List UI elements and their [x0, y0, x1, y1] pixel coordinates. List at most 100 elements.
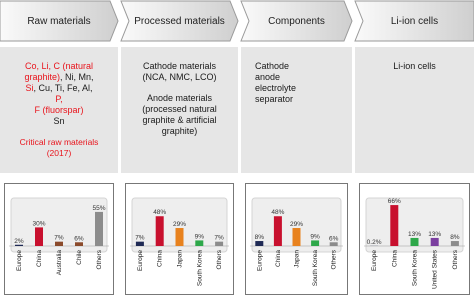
bar [273, 216, 282, 246]
text-segment: (2017) [46, 148, 72, 158]
bar [195, 240, 204, 246]
text-line: electrolyte [255, 83, 352, 94]
text-segment: Anode materials [146, 93, 213, 103]
text-line: F (fluorspar) [0, 105, 118, 116]
bar [155, 216, 164, 246]
bar [215, 241, 224, 246]
category-label: Europe [16, 250, 23, 271]
category-label: Others [96, 249, 103, 269]
value-label: 6% [74, 235, 84, 242]
value-label: 13% [428, 231, 441, 238]
text-block: Anode materials (processed natural graphit… [121, 93, 238, 137]
text-line: anode [255, 72, 352, 83]
value-label: 2% [14, 238, 24, 245]
bar [175, 228, 184, 246]
text-segment: (processed natural [142, 104, 217, 114]
bar [329, 242, 338, 246]
bar [15, 244, 23, 246]
category-label: Others [331, 249, 338, 269]
text-segment: anode [255, 72, 281, 82]
text-line: (processed natural [121, 104, 238, 115]
text-segment: Cathode [255, 61, 290, 71]
text-line: (2017) [0, 148, 118, 159]
value-label: 9% [195, 233, 205, 240]
category-label: South Korea [412, 250, 419, 287]
text-segment: , Ni, Mn, [60, 72, 94, 82]
text-line: Critical raw materials [0, 137, 118, 148]
category-label: Europe [256, 250, 263, 271]
text-line: Cathode [255, 61, 352, 72]
battery-backdrop [365, 197, 464, 253]
category-label: United States [432, 249, 439, 289]
text-panel: Cathode materials (NCA, NMC, LCO) Anode ma… [121, 47, 238, 173]
text-segment: Critical raw materials [19, 137, 99, 147]
text-segment: Cathode materials [142, 61, 217, 71]
chart-box: 2% Europe 30% China 7% Australia 6% Chile 55% Oth… [4, 183, 114, 295]
header-arrow [120, 0, 239, 42]
text-segment: Co, Li, C (natural [24, 61, 94, 71]
text-panel: Li-ion cells [355, 47, 474, 173]
header-arrow [354, 0, 474, 42]
value-label: 13% [408, 231, 421, 238]
value-label: 8% [255, 234, 265, 241]
value-label: 48% [271, 209, 284, 216]
category-label: Japan [294, 250, 301, 268]
value-label: 55% [92, 205, 105, 212]
category-label: China [36, 250, 43, 267]
value-label: 7% [214, 235, 224, 242]
text-segment: F (fluorspar) [34, 105, 84, 115]
text-segment: graphite) [24, 72, 60, 82]
text-line: graphite), Ni, Mn, [0, 72, 118, 83]
text-segment: Sn [53, 116, 65, 126]
value-label: 6% [329, 235, 339, 242]
header-arrow [240, 0, 353, 42]
text-line: Sn [0, 116, 118, 127]
text-block: Li-ion cells [355, 61, 474, 72]
bar [410, 237, 419, 246]
text-panel: Co, Li, C (natural graphite), Ni, Mn, Si, … [0, 47, 118, 173]
value-label: 66% [388, 198, 401, 205]
category-label: China [391, 250, 398, 267]
value-label: 0.2% [367, 239, 382, 246]
bar [390, 205, 399, 246]
category-label: South Korea [312, 250, 319, 287]
chart-box: 7% Europe 48% China 29% Japan 9% South Korea 7% O… [125, 183, 234, 295]
category-label: South Korea [196, 250, 203, 287]
text-segment: , Cu, Ti, Fe, Al, [33, 83, 93, 93]
text-line: Li-ion cells [355, 61, 474, 72]
chart-box: 8% Europe 48% China 29% Japan 9% South Korea 6% O… [245, 183, 348, 295]
category-label: Australia [56, 250, 63, 276]
bar-chart: 8% Europe 48% China 29% Japan 9% South Korea 6% O… [250, 197, 343, 287]
text-block: Cathode materials (NCA, NMC, LCO) [121, 61, 238, 83]
chart-box: 0.2% Europe 66% China 13% South Korea 13% Unite… [359, 183, 470, 295]
bar [292, 228, 301, 246]
category-label: Europe [371, 250, 378, 271]
text-block: Co, Li, C (natural graphite), Ni, Mn, Si, … [0, 61, 118, 127]
value-label: 7% [54, 235, 64, 242]
value-label: 48% [153, 209, 166, 216]
text-line: graphite & artificial [121, 115, 238, 126]
bar [450, 241, 459, 246]
bar [55, 241, 63, 246]
header-arrows [0, 0, 474, 42]
bar [95, 211, 103, 246]
text-line: Cathode materials [121, 61, 238, 72]
text-line: (NCA, NMC, LCO) [121, 72, 238, 83]
text-line: separator [255, 94, 352, 105]
text-line: graphite) [121, 126, 238, 137]
column-header: Raw materials [27, 15, 91, 27]
text-line: Si, Cu, Ti, Fe, Al, [0, 83, 118, 94]
text-line: Co, Li, C (natural [0, 61, 118, 72]
bar-chart: 7% Europe 48% China 29% Japan 9% South Korea 7% O… [130, 197, 229, 287]
bar [255, 241, 264, 246]
category-label: China [157, 250, 164, 267]
column-header: Li-ion cells [390, 15, 439, 27]
bar [430, 237, 439, 246]
text-segment: graphite & artificial [142, 115, 217, 125]
category-label: Chile [76, 250, 83, 265]
text-block: Cathode anode electrolyte separator [255, 61, 352, 105]
category-label: Japan [177, 250, 184, 268]
bar [75, 242, 83, 246]
value-label: 8% [450, 234, 460, 241]
